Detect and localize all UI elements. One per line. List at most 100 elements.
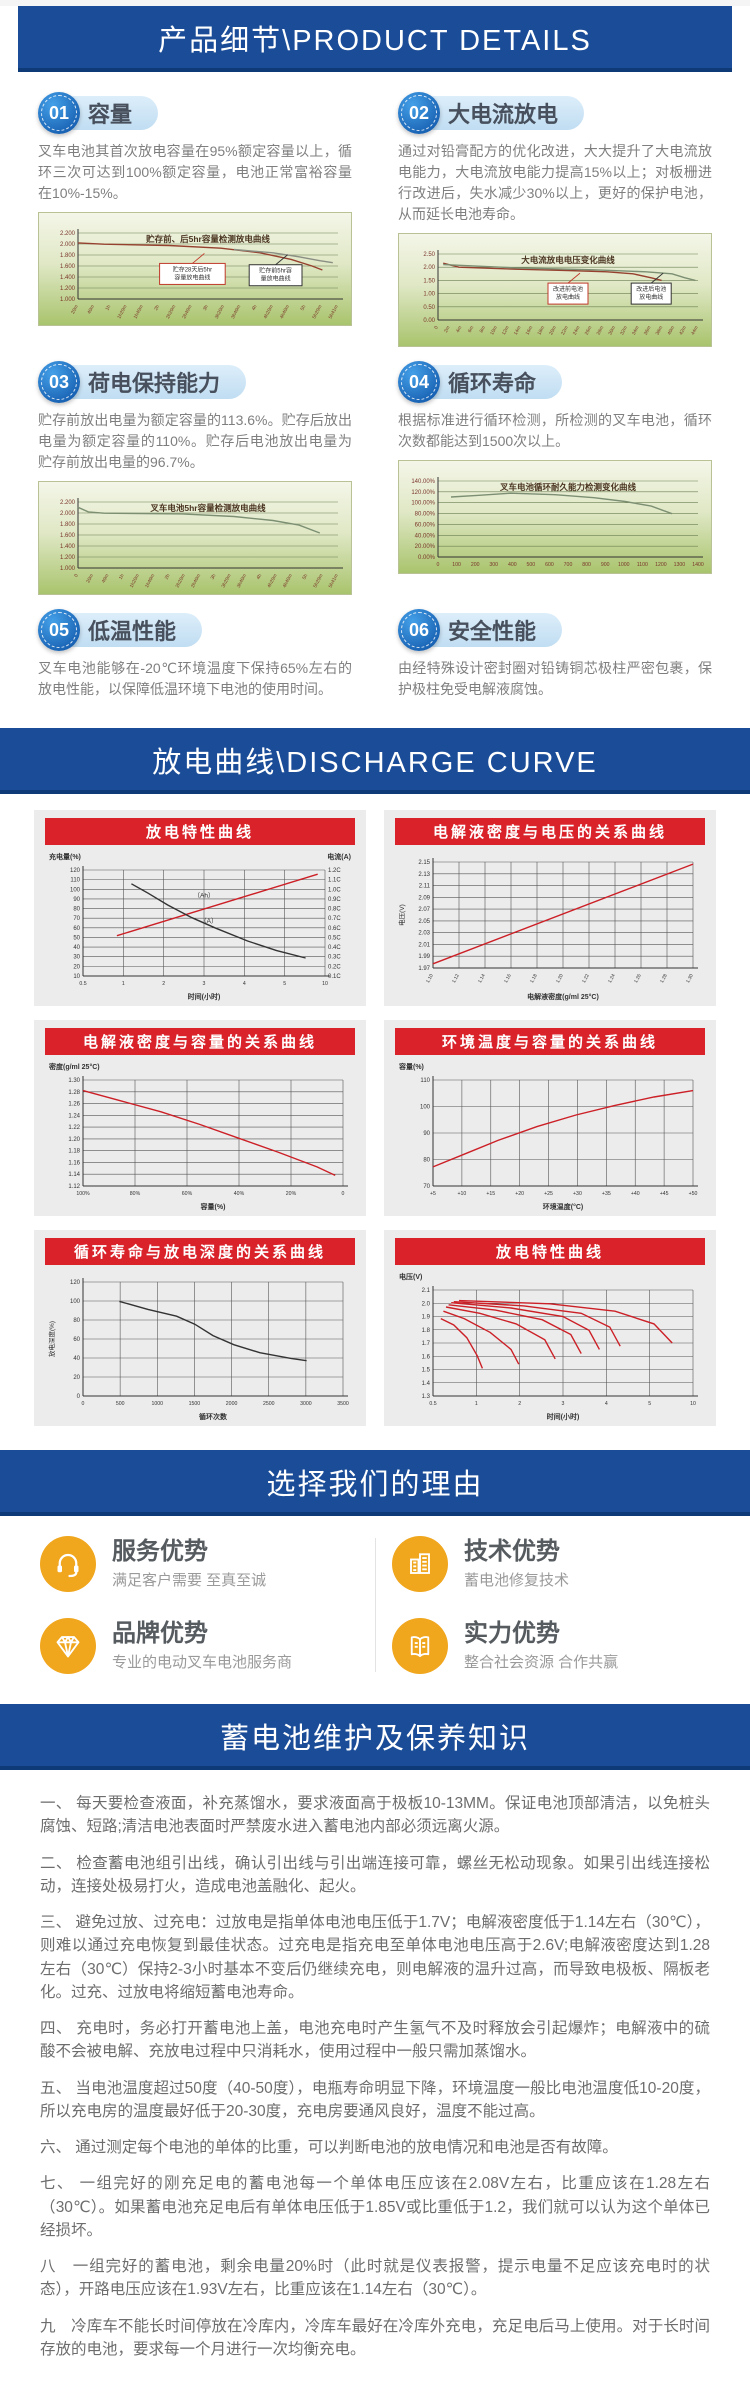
svg-text:放电曲线: 放电曲线 <box>639 293 663 301</box>
svg-text:16m: 16m <box>525 325 535 336</box>
svg-text:1.14: 1.14 <box>68 1172 80 1178</box>
cycle-endurance-chart: 140.00% 120.00% 100.00% 80.00% 60.00% 40.00% 2… <box>398 460 712 574</box>
svg-text:+10: +10 <box>457 1191 466 1197</box>
chart-title-bar: 放电特性曲线 <box>395 1238 705 1265</box>
maintenance-item-7: 七、 一组完好的刚充足电的蓄电池每一个单体电压应该在2.08V左右，比重应该在1… <box>40 2175 710 2239</box>
svg-text:0.3C: 0.3C <box>328 955 341 961</box>
svg-text:40%: 40% <box>234 1191 245 1197</box>
svg-text:1.1C: 1.1C <box>328 878 341 884</box>
svg-text:2: 2 <box>162 981 165 987</box>
maintenance-section: 一、 每天要检查液面，补充蒸馏水，要求液面高于极板10-13MM。保证电池顶部清… <box>0 1770 750 2408</box>
maintenance-item-8: 八 一组完好的蓄电池，剩余电量20%时（此时就是仪表报警，提示电量不足应该充电时… <box>40 2258 710 2299</box>
advantage-desc: 整合社会资源 合作共赢 <box>464 1653 619 1671</box>
svg-text:20m: 20m <box>70 304 80 315</box>
svg-text:70: 70 <box>73 916 80 922</box>
svg-text:1.400: 1.400 <box>60 275 76 281</box>
svg-text:2.200: 2.200 <box>60 500 76 506</box>
svg-text:3h20m: 3h20m <box>221 573 233 589</box>
discharge-characteristic-chart: 120 110 100 90 80 70 60 50 40 30 20 10 1.2C 1.1C 1.0C 0… <box>42 850 358 1002</box>
maintenance-item-3: 三、 避免过放、过充电：过放电是指单体电池电压低于1.7V；电解液密度低于1.1… <box>40 1914 710 2001</box>
reasons-banner: 选择我们的理由 <box>0 1450 750 1516</box>
feature-header: 04 循环寿命 <box>398 361 712 403</box>
svg-text:1.26: 1.26 <box>68 1102 80 1108</box>
svg-text:贮存28天后5hr: 贮存28天后5hr <box>173 265 212 273</box>
number-badge: 01 <box>38 92 80 134</box>
svg-text:0.9C: 0.9C <box>328 897 341 903</box>
number-badge: 02 <box>398 92 440 134</box>
svg-text:4h: 4h <box>255 573 263 581</box>
svg-text:放电深度(%): 放电深度(%) <box>47 1321 56 1357</box>
svg-text:+35: +35 <box>602 1191 611 1197</box>
5hr-capacity-chart: 2.200 2.000 1.800 1.600 1.400 1.200 1.000 0 20m 4… <box>38 481 352 595</box>
svg-text:1300: 1300 <box>674 562 686 568</box>
svg-text:34m: 34m <box>631 325 641 336</box>
chart-title-bar: 循环寿命与放电深度的关系曲线 <box>45 1238 355 1265</box>
feature-high-current: 02 大电流放电 通过对铅膏配方的优化改进，大大提升了大电流放电能力，大电流放电… <box>398 92 712 347</box>
svg-text:1h20m: 1h20m <box>116 304 128 320</box>
svg-text:电压(V): 电压(V) <box>399 1272 422 1281</box>
svg-text:38m: 38m <box>655 325 665 336</box>
svg-text:500: 500 <box>116 1401 125 1407</box>
number-badge: 05 <box>38 609 80 651</box>
svg-text:5h: 5h <box>299 304 307 312</box>
svg-text:1.12: 1.12 <box>68 1184 80 1190</box>
advantage-desc: 专业的电动叉车电池服务商 <box>112 1653 293 1671</box>
svg-text:120.00%: 120.00% <box>411 490 435 496</box>
svg-text:叉车电池5hr容量检测放电曲线: 叉车电池5hr容量检测放电曲线 <box>149 503 266 513</box>
svg-text:10: 10 <box>690 1401 696 1407</box>
svg-text:1h40m: 1h40m <box>133 304 145 320</box>
svg-text:+5: +5 <box>430 1191 436 1197</box>
svg-text:1.30: 1.30 <box>68 1078 80 1084</box>
svg-text:0.2C: 0.2C <box>328 964 341 970</box>
feature-header: 02 大电流放电 <box>398 92 712 134</box>
svg-text:1.14: 1.14 <box>477 973 487 984</box>
svg-text:20: 20 <box>73 964 80 970</box>
svg-text:10: 10 <box>73 974 80 980</box>
svg-text:3000: 3000 <box>300 1401 312 1407</box>
diamond-icon <box>40 1618 96 1674</box>
svg-text:20.00%: 20.00% <box>415 544 436 550</box>
svg-text:2.200: 2.200 <box>60 231 76 237</box>
svg-text:0.00: 0.00 <box>423 318 435 324</box>
svg-text:+15: +15 <box>486 1191 495 1197</box>
svg-text:充电量(%): 充电量(%) <box>49 852 81 861</box>
svg-text:1.000: 1.000 <box>60 566 76 572</box>
svg-text:40: 40 <box>73 1356 80 1362</box>
svg-text:80: 80 <box>73 907 80 913</box>
svg-text:5h41m: 5h41m <box>328 304 340 320</box>
svg-text:1000: 1000 <box>152 1401 164 1407</box>
number-badge: 03 <box>38 361 80 403</box>
svg-text:1.7: 1.7 <box>422 1341 431 1347</box>
density-capacity-chart: 1.30 1.28 1.26 1.24 1.22 1.20 1.18 1.16 1.14 1.12… <box>42 1060 358 1212</box>
chart-title-bar: 电解液密度与电压的关系曲线 <box>395 818 705 845</box>
svg-text:30: 30 <box>73 955 80 961</box>
svg-text:140.00%: 140.00% <box>411 479 435 485</box>
svg-text:1.12: 1.12 <box>451 973 461 984</box>
svg-text:1.3: 1.3 <box>422 1394 431 1400</box>
feature-header: 05 低温性能 <box>38 609 352 651</box>
svg-text:2.50: 2.50 <box>423 252 435 258</box>
svg-text:80: 80 <box>73 1318 80 1324</box>
svg-text:容量(%): 容量(%) <box>398 1062 424 1071</box>
svg-text:90: 90 <box>73 897 80 903</box>
advantage-brand: 品牌优势 专业的电动叉车电池服务商 <box>40 1618 358 1674</box>
svg-text:100: 100 <box>70 887 81 893</box>
svg-text:1.10: 1.10 <box>425 973 435 984</box>
svg-text:时间(小时): 时间(小时) <box>547 1412 580 1421</box>
advantage-grid: 服务优势 满足客户需要 至真至诚 技术优势 蓄电池修复技术 <box>0 1516 750 1690</box>
svg-text:叉车电池循环耐久能力检测变化曲线: 叉车电池循环耐久能力检测变化曲线 <box>499 482 637 492</box>
svg-text:2.15: 2.15 <box>418 860 430 866</box>
svg-text:1.97: 1.97 <box>418 966 430 972</box>
svg-text:密度(g/ml 25°C): 密度(g/ml 25°C) <box>49 1062 100 1071</box>
svg-text:1h: 1h <box>118 573 126 581</box>
svg-text:400: 400 <box>508 562 517 568</box>
svg-text:1.20: 1.20 <box>68 1137 80 1143</box>
svg-text:+45: +45 <box>660 1191 669 1197</box>
advantage-title: 技术优势 <box>464 1538 560 1566</box>
chart-card: 循环寿命与放电深度的关系曲线 120 100 80 60 40 20 0 0 500 1000 15… <box>34 1230 366 1426</box>
svg-text:2.03: 2.03 <box>418 931 430 937</box>
svg-text:32m: 32m <box>619 325 629 336</box>
svg-text:10: 10 <box>322 981 328 987</box>
maintenance-item-5: 五、 当电池温度超过50度（40-50度），电瓶寿命明显下降，环境温度一般比电池… <box>40 2079 710 2120</box>
svg-text:0.7C: 0.7C <box>328 916 341 922</box>
